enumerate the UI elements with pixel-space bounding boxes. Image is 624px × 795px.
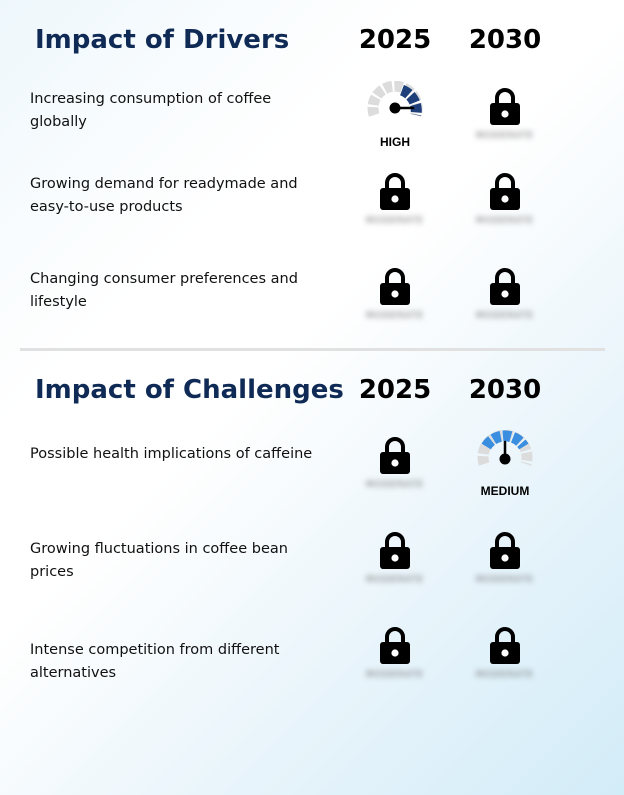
lock-icon: [380, 268, 410, 305]
gauge-level-label: MEDIUM: [480, 484, 530, 498]
driver-label: Increasing consumption of coffee globall…: [30, 91, 272, 130]
lock-icon: [380, 532, 410, 569]
lock-icon: [490, 173, 520, 210]
driver-row: Growing demand for readymade and easy-to…: [0, 172, 624, 262]
locked-value: MODERATE: [476, 131, 534, 141]
locked-value: MODERATE: [476, 575, 534, 585]
challenge-row: Intense competition from different alter…: [0, 626, 624, 716]
driver-label: Changing consumer preferences and lifest…: [30, 271, 298, 310]
challenge-label: Possible health implications of caffeine: [30, 446, 313, 462]
lock-icon: [380, 437, 410, 474]
locked-value: MODERATE: [366, 575, 424, 585]
lock-icon: [490, 88, 520, 125]
lock-icon: [490, 532, 520, 569]
challenges-year-2025: 2025: [358, 375, 432, 405]
section-divider: [20, 348, 605, 351]
lock-icon: [490, 627, 520, 664]
challenge-2025-cell[interactable]: MODERATE: [340, 436, 450, 516]
challenge-row: Possible health implications of caffeine…: [0, 430, 624, 526]
lock-icon: [490, 268, 520, 305]
challenge-2030-cell[interactable]: MODERATE: [450, 531, 560, 611]
driver-2030-cell[interactable]: MODERATE: [450, 172, 560, 252]
challenge-label: Intense competition from different alter…: [30, 642, 280, 681]
challenges-year-2030: 2030: [468, 375, 542, 405]
driver-2030-cell[interactable]: MODERATE: [450, 267, 560, 347]
gauge-level-label: HIGH: [380, 135, 410, 149]
drivers-year-2025: 2025: [358, 25, 432, 55]
locked-value: MODERATE: [366, 480, 424, 490]
locked-value: MODERATE: [476, 670, 534, 680]
locked-value: MODERATE: [366, 670, 424, 680]
gauge-icon: [367, 81, 423, 117]
driver-row: Increasing consumption of coffee globall…: [0, 81, 624, 177]
driver-2030-cell[interactable]: MODERATE: [450, 87, 560, 167]
locked-value: MODERATE: [366, 311, 424, 321]
challenge-2030-cell: MEDIUM: [450, 430, 560, 516]
drivers-year-2030: 2030: [468, 25, 542, 55]
drivers-title: Impact of Drivers: [35, 25, 290, 55]
locked-value: MODERATE: [476, 311, 534, 321]
challenge-label: Growing fluctuations in coffee bean pric…: [30, 541, 288, 580]
challenge-row: Growing fluctuations in coffee bean pric…: [0, 531, 624, 621]
challenge-2025-cell[interactable]: MODERATE: [340, 531, 450, 611]
lock-icon: [380, 173, 410, 210]
locked-value: MODERATE: [476, 216, 534, 226]
driver-2025-cell[interactable]: MODERATE: [340, 267, 450, 347]
driver-2025-cell: HIGH: [340, 81, 450, 167]
driver-2025-cell[interactable]: MODERATE: [340, 172, 450, 252]
gauge-icon: [477, 430, 533, 466]
challenge-2030-cell[interactable]: MODERATE: [450, 626, 560, 706]
challenge-2025-cell[interactable]: MODERATE: [340, 626, 450, 706]
lock-icon: [380, 627, 410, 664]
challenges-title: Impact of Challenges: [35, 375, 344, 405]
driver-row: Changing consumer preferences and lifest…: [0, 267, 624, 357]
locked-value: MODERATE: [366, 216, 424, 226]
driver-label: Growing demand for readymade and easy-to…: [30, 176, 298, 215]
